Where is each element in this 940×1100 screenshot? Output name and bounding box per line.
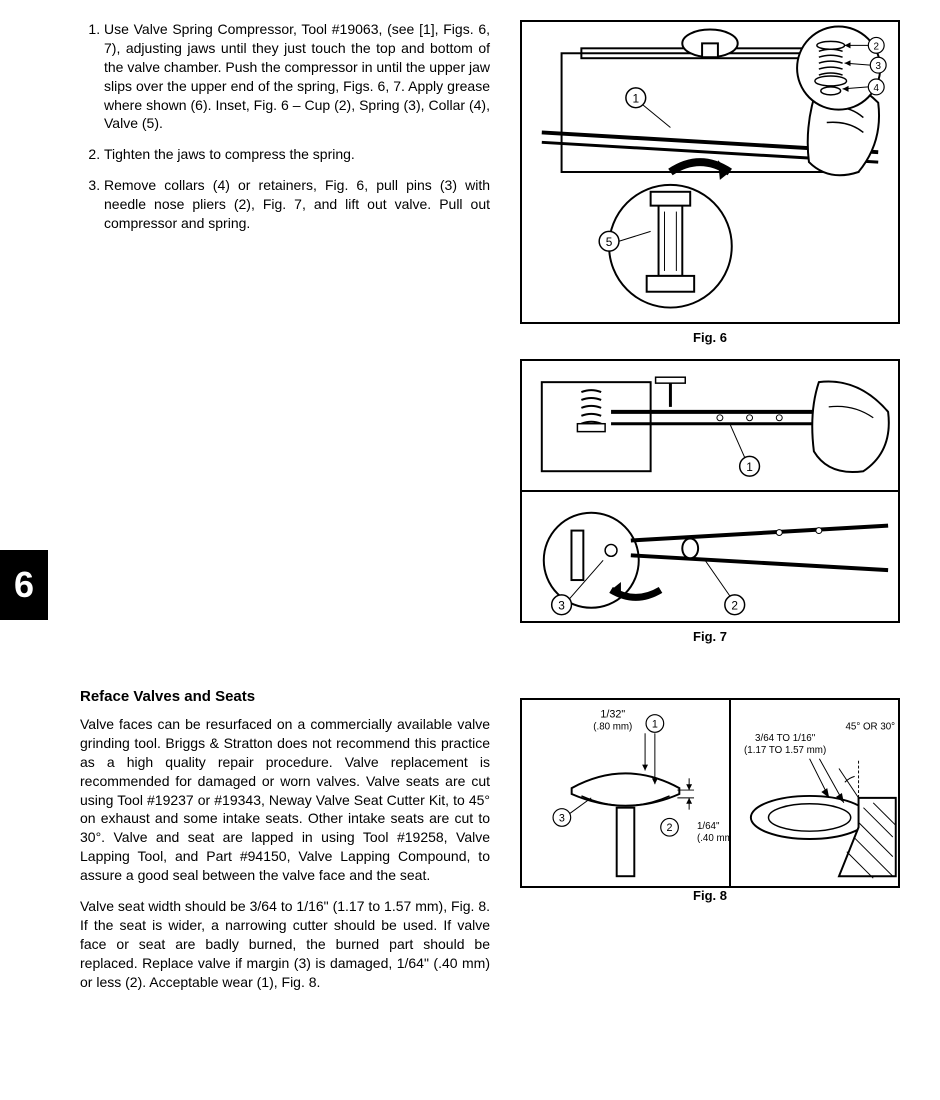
fig8-angle: 45° OR 30°	[845, 721, 895, 732]
figure-7: 1	[520, 359, 900, 623]
fig7-callout-1: 1	[746, 460, 753, 474]
fig8-callout-1: 1	[652, 718, 658, 730]
inset-callout-2: 2	[873, 41, 879, 52]
step-2: Tighten the jaws to compress the spring.	[104, 145, 490, 164]
fig6-callout-1: 1	[632, 92, 639, 106]
paragraph-2: Valve seat width should be 3/64 to 1/16"…	[80, 897, 490, 991]
figure-6: 5 1 2	[520, 20, 900, 324]
instruction-steps: Use Valve Spring Compressor, Tool #19063…	[80, 20, 490, 233]
fig8-label-side: 1/64"	[697, 821, 720, 832]
fig6-callout-5: 5	[606, 235, 613, 249]
fig8-right-dim: 3/64 TO 1/16"	[755, 733, 816, 744]
fig8-callout-2: 2	[667, 822, 673, 834]
fig7-callout-3: 3	[558, 599, 565, 613]
paragraph-1: Valve faces can be resurfaced on a comme…	[80, 715, 490, 885]
figure-6-caption: Fig. 6	[520, 330, 900, 345]
inset-callout-3: 3	[875, 61, 881, 72]
fig8-callout-3: 3	[559, 812, 565, 824]
figure-7-caption: Fig. 7	[520, 629, 900, 644]
fig8-label-top: 1/32"	[600, 709, 625, 721]
figure-8-caption: Fig. 8	[520, 888, 900, 903]
step-1: Use Valve Spring Compressor, Tool #19063…	[104, 20, 490, 133]
inset-callout-4: 4	[873, 83, 879, 94]
figure-8: 1/32" (.80 mm) 1 3	[520, 698, 900, 888]
fig8-label-top-mm: (.80 mm)	[593, 721, 632, 732]
fig7-callout-2: 2	[731, 599, 738, 613]
step-3: Remove collars (4) or retainers, Fig. 6,…	[104, 176, 490, 233]
section-title: Reface Valves and Seats	[80, 688, 490, 705]
fig8-right-dim-mm: (1.17 TO 1.57 mm)	[744, 745, 826, 756]
fig8-label-side-mm: (.40 mm)	[697, 833, 729, 844]
